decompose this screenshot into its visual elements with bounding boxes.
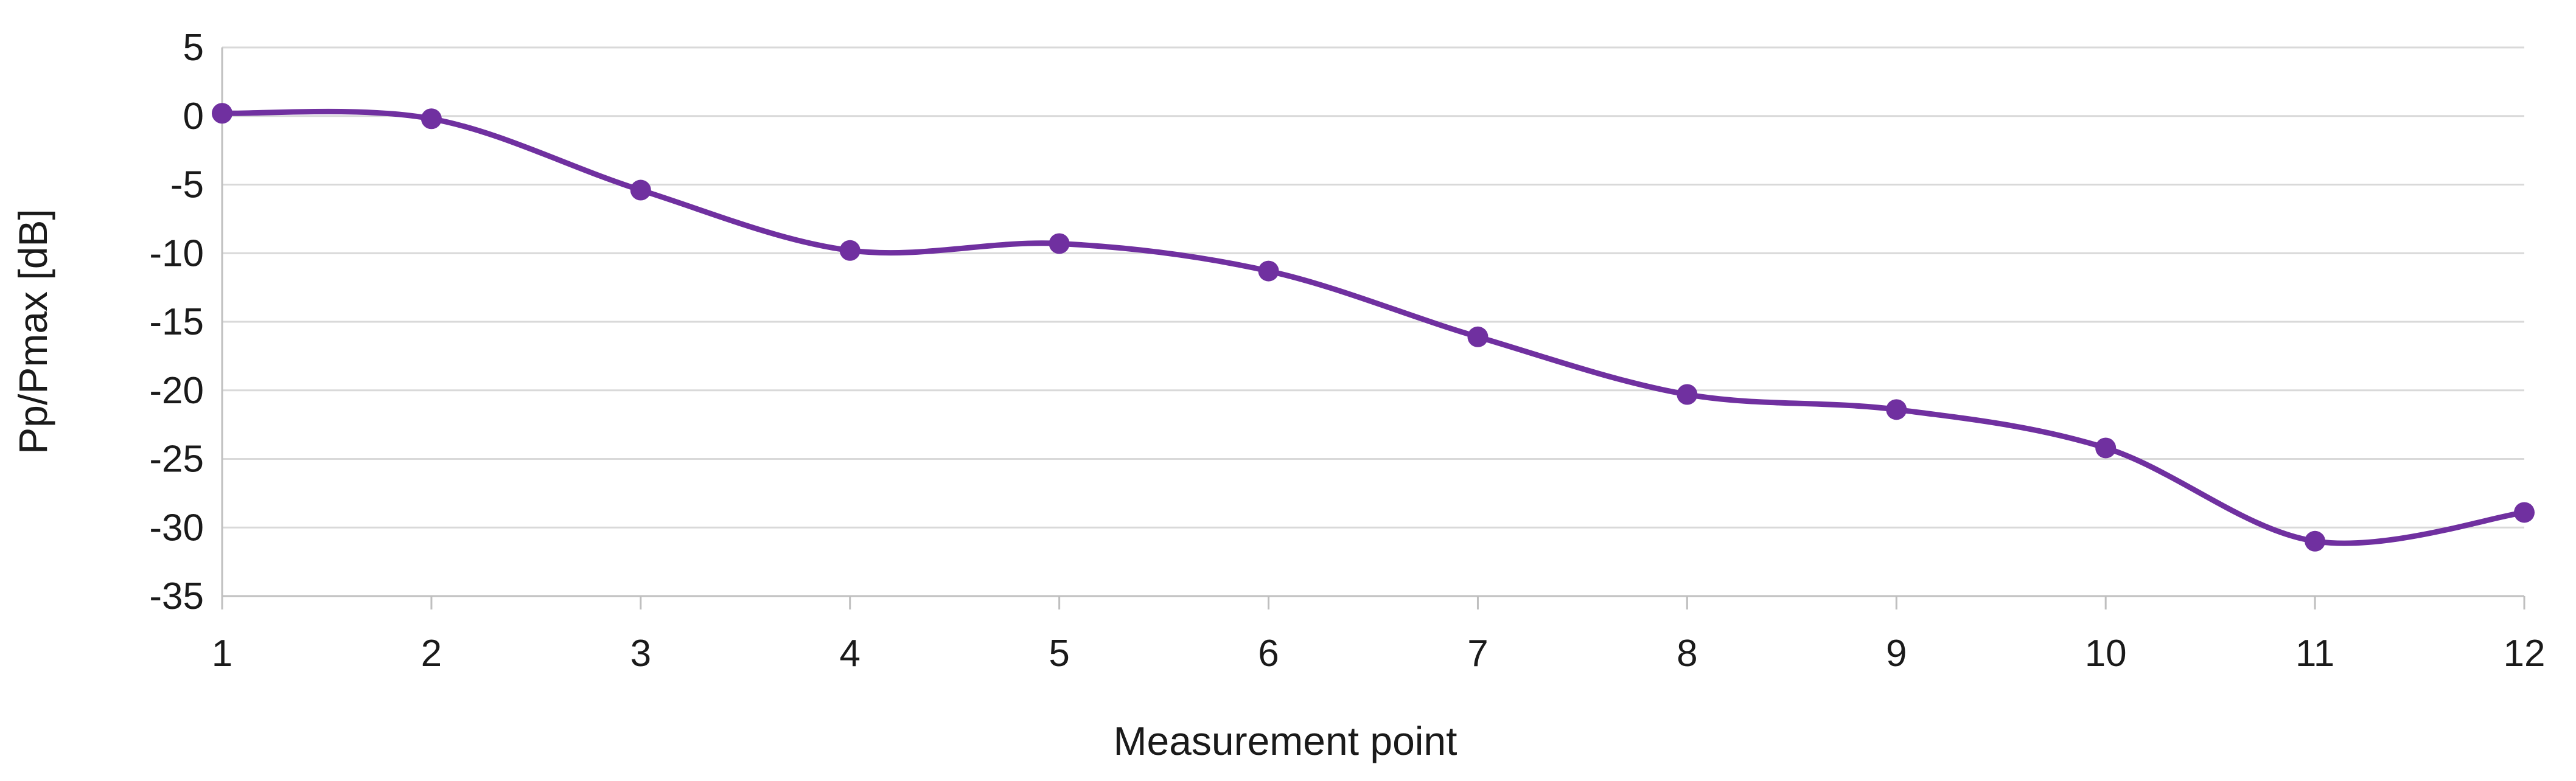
x-axis-title: Measurement point	[1114, 718, 1457, 763]
data-series	[212, 103, 2535, 552]
x-tick-label: 8	[1677, 633, 1697, 675]
data-point	[212, 103, 232, 124]
x-tick-label: 5	[1049, 633, 1069, 675]
x-tick-label: 6	[1258, 633, 1279, 675]
y-tick-label: -15	[149, 301, 204, 343]
data-point	[421, 108, 442, 130]
y-axis-title: Pp/Pmax [dB]	[10, 209, 55, 454]
x-tick-label: 3	[630, 633, 651, 675]
x-tick-label: 11	[2295, 633, 2334, 675]
data-point	[1677, 384, 1698, 405]
data-point	[2095, 437, 2117, 459]
y-tick-label: -35	[149, 575, 204, 617]
data-point	[839, 240, 860, 261]
x-tick-label: 2	[421, 633, 442, 675]
data-point	[1049, 233, 1070, 254]
axes	[221, 47, 2525, 609]
data-point	[630, 179, 651, 201]
y-tick-label: -20	[149, 370, 204, 412]
data-point	[2305, 530, 2326, 552]
x-tick-label: 7	[1467, 633, 1488, 675]
x-axis-tick-labels: 1 2 3 4 5 6 7 8 9 10 11 12	[212, 633, 2546, 675]
y-tick-label: -25	[149, 439, 204, 481]
x-tick-label: 1	[212, 633, 232, 675]
x-tick-label: 9	[1886, 633, 1907, 675]
series-line	[222, 108, 2525, 546]
y-tick-label: 5	[183, 27, 204, 69]
data-point	[2514, 502, 2535, 523]
data-point	[1258, 260, 1279, 282]
y-tick-label: -5	[170, 164, 204, 206]
y-tick-label: -30	[149, 507, 204, 549]
x-tick-label: 10	[2085, 633, 2127, 675]
y-tick-label: 0	[183, 95, 204, 137]
data-point	[1886, 399, 1907, 420]
x-tick-label: 4	[839, 633, 860, 675]
x-tick-label: 12	[2504, 633, 2546, 675]
y-axis-tick-labels: 5 0 -5 -10 -15 -20 -25 -30 -35	[149, 27, 204, 617]
data-point	[1467, 326, 1489, 347]
horizontal-gridlines	[222, 46, 2524, 529]
y-tick-label: -10	[149, 232, 204, 274]
